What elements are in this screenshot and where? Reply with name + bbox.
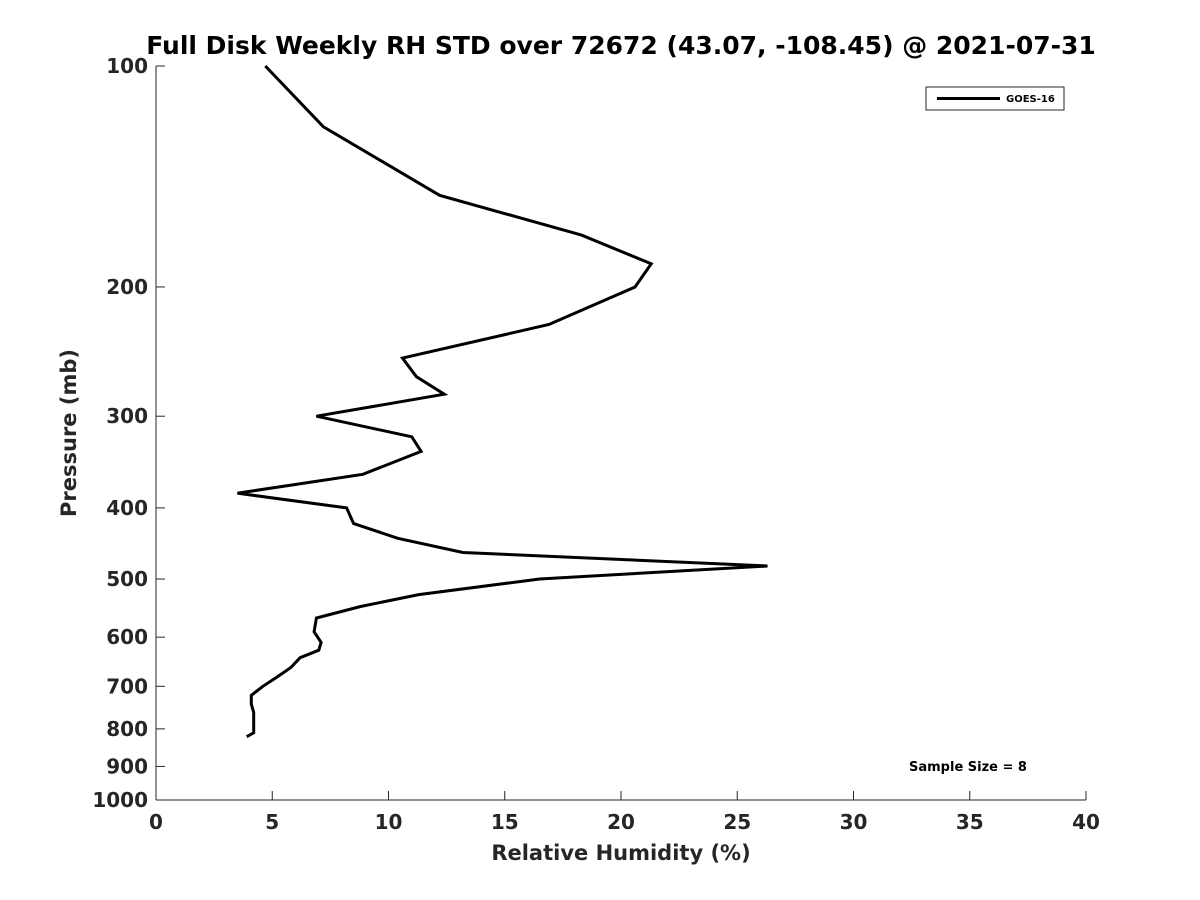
x-tick-label: 20 [607,810,635,834]
x-tick-label: 15 [491,810,519,834]
y-tick-label: 400 [106,496,148,520]
plot-area: 0 5 10 15 20 25 30 35 40 100 200 300 400 500 600 700 80… [92,54,1100,834]
chart-title: Full Disk Weekly RH STD over 72672 (43.0… [146,31,1096,60]
y-tick-label: 300 [106,404,148,428]
x-axis-label: Relative Humidity (%) [491,841,750,865]
goes-16-series-line [237,64,768,739]
y-tick-label: 500 [106,567,148,591]
y-axis-label: Pressure (mb) [57,349,81,517]
x-tick-label: 25 [723,810,751,834]
y-tick-label: 600 [106,625,148,649]
x-tick-label: 5 [265,810,279,834]
x-tick-label: 10 [375,810,403,834]
y-tick-label: 200 [106,275,148,299]
y-tick-label: 1000 [92,788,148,812]
y-tick-label: 900 [106,754,148,778]
x-tick-label: 35 [956,810,984,834]
legend: GOES-16 [925,86,1065,111]
x-tick-label: 30 [840,810,868,834]
x-ticks: 0 5 10 15 20 25 30 35 40 [149,791,1100,834]
y-ticks: 100 200 300 400 500 600 700 800 900 1000 [92,54,165,812]
x-tick-label: 40 [1072,810,1100,834]
sample-size-annotation: Sample Size = 8 [909,760,1027,775]
y-tick-label: 800 [106,717,148,741]
y-tick-label: 100 [106,54,148,78]
x-tick-label: 0 [149,810,163,834]
y-tick-label: 700 [106,674,148,698]
legend-entry-goes-16: GOES-16 [1006,94,1055,105]
